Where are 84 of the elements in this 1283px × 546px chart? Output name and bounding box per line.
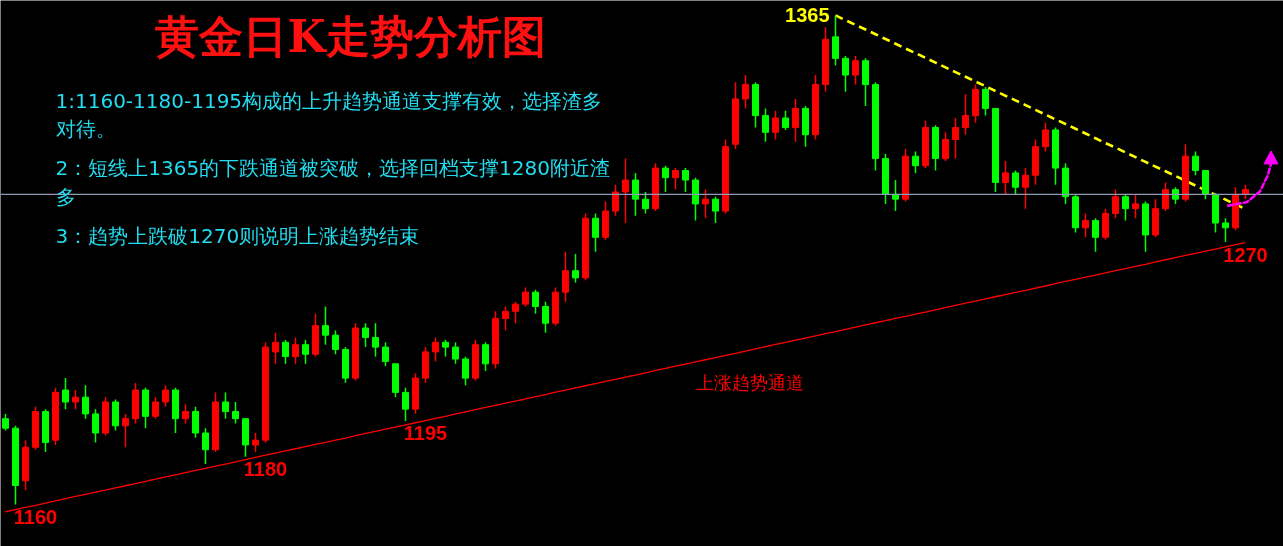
candlestick xyxy=(272,332,279,365)
annotation: 1270 xyxy=(1223,243,1268,266)
candlestick xyxy=(92,408,99,444)
candlestick xyxy=(1202,169,1209,200)
candlestick xyxy=(1192,150,1199,177)
candlestick xyxy=(292,336,299,365)
annotation: 1160 xyxy=(13,506,58,529)
candlestick xyxy=(1012,169,1019,196)
candlestick xyxy=(182,403,189,425)
candlestick xyxy=(1122,193,1129,222)
candlestick xyxy=(332,329,339,355)
candlestick xyxy=(562,250,569,303)
candlestick xyxy=(1112,188,1119,219)
candlestick xyxy=(1132,193,1139,219)
candlestick xyxy=(482,341,489,372)
candlestick xyxy=(842,55,849,93)
candlestick xyxy=(432,336,439,363)
candlestick xyxy=(152,396,159,420)
annotation: 1180 xyxy=(243,457,288,480)
candlestick xyxy=(892,179,899,212)
candlestick xyxy=(202,427,209,465)
candlestick xyxy=(252,432,259,453)
candlestick xyxy=(1022,167,1029,210)
candlestick xyxy=(1042,122,1049,153)
candlestick xyxy=(912,150,919,174)
candlestick xyxy=(662,164,669,193)
candlestick xyxy=(122,413,129,449)
candlestick xyxy=(632,172,639,217)
candlestick xyxy=(1002,160,1009,196)
candlestick xyxy=(772,110,779,141)
candlestick xyxy=(702,188,709,219)
candlestick xyxy=(502,305,509,332)
annotation: 3：趋势上跌破1270则说明上涨趋势结束 xyxy=(55,223,420,248)
candlestick xyxy=(522,286,529,308)
candlestick xyxy=(852,55,859,86)
candlestick xyxy=(622,157,629,224)
candlestick xyxy=(192,406,199,439)
candlestick xyxy=(82,384,89,420)
chart-title: 黄金日K走势分析图 xyxy=(155,10,546,62)
candlestick xyxy=(222,391,229,420)
candlestick xyxy=(232,401,239,425)
candlestick xyxy=(302,339,309,365)
candlestick xyxy=(322,305,329,346)
candlestick xyxy=(942,131,949,162)
candlestick xyxy=(512,301,519,324)
candlestick xyxy=(782,110,789,131)
annotation: 1:1160-1180-1195构成的上升趋势通道支撑有效，选择渣多对待。 xyxy=(55,88,603,142)
candlestick xyxy=(962,93,969,136)
candlestick xyxy=(532,289,539,315)
candlestick xyxy=(862,57,869,107)
candlestick xyxy=(572,253,579,284)
candlestick xyxy=(832,14,839,67)
candlestick xyxy=(62,377,69,410)
candlestick xyxy=(792,98,799,143)
candlestick xyxy=(612,184,619,217)
candlestick xyxy=(682,167,689,193)
candlestick xyxy=(982,86,989,117)
candlestick xyxy=(672,167,679,191)
series-label: 上涨趋势通道 xyxy=(695,372,804,394)
data-label: 1365 xyxy=(785,4,830,27)
candlestick xyxy=(642,191,649,215)
candlestick xyxy=(282,339,289,365)
candlestick xyxy=(542,301,549,334)
candlestick xyxy=(1102,207,1109,241)
candlestick xyxy=(1092,217,1099,253)
candlestick xyxy=(452,341,459,365)
candlestick xyxy=(692,176,699,222)
candlestick xyxy=(592,212,599,253)
candlestick xyxy=(742,74,749,110)
candlestick xyxy=(162,384,169,408)
candlestick xyxy=(762,107,769,143)
candlestick xyxy=(382,341,389,367)
candlestick xyxy=(1222,217,1229,243)
candlestick xyxy=(1082,212,1089,239)
candlestick xyxy=(712,196,719,224)
candlestick xyxy=(952,117,959,160)
candlestick xyxy=(72,389,79,410)
annotation: 1195 xyxy=(403,422,448,445)
candlestick xyxy=(1162,181,1169,212)
candlestick xyxy=(402,386,409,422)
candlestick xyxy=(362,322,369,348)
candlestick xyxy=(112,398,119,432)
candlestick xyxy=(462,355,469,387)
candlestick xyxy=(372,322,379,358)
